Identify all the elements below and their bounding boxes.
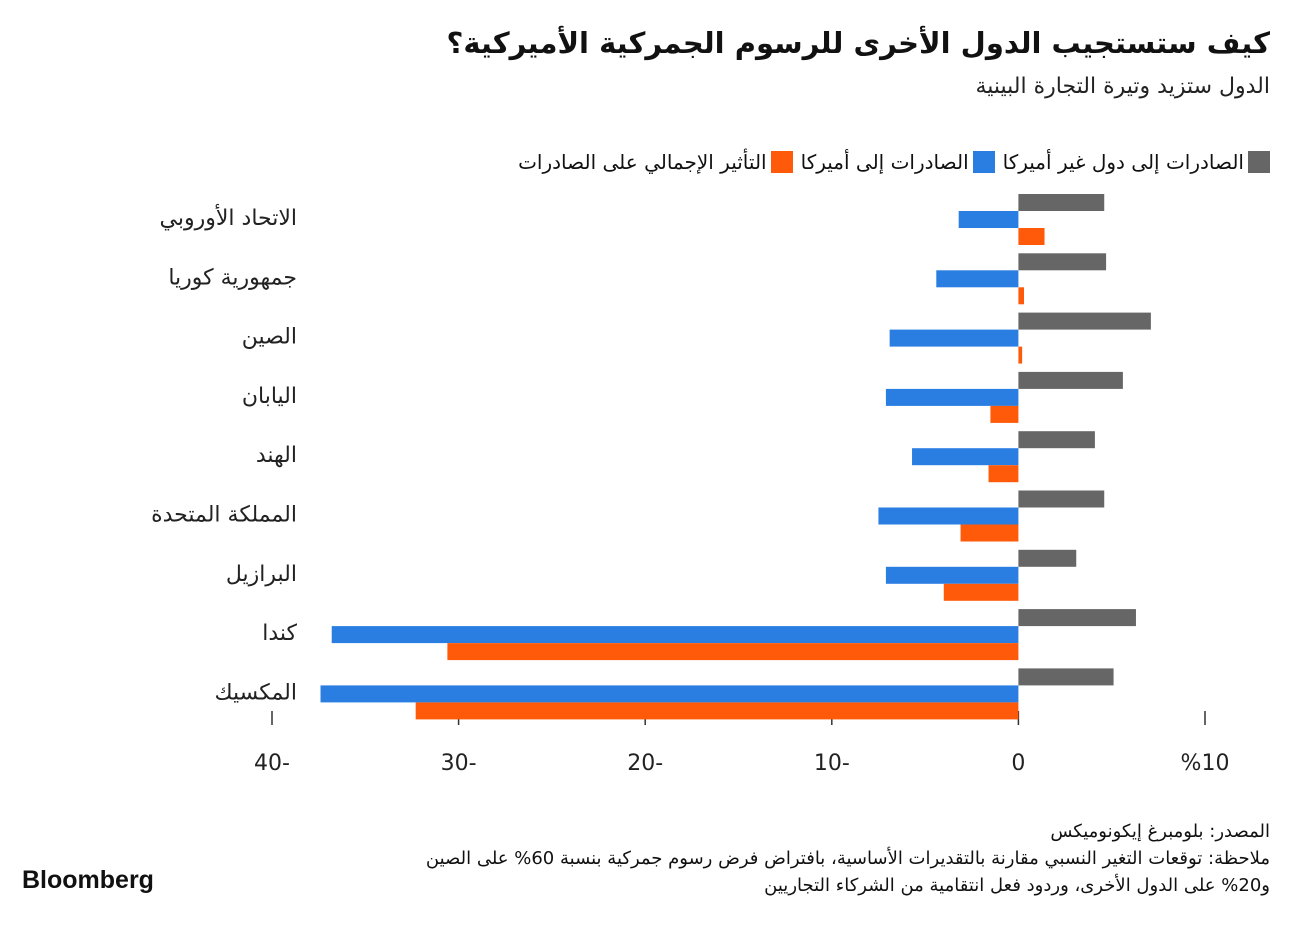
legend-label: الصادرات إلى دول غير أميركا <box>1002 150 1244 174</box>
category-label: اليابان <box>242 384 297 409</box>
bar <box>990 405 1019 423</box>
x-tick-label: 0 <box>1011 751 1025 776</box>
category-label: المملكة المتحدة <box>151 503 297 528</box>
category-label: البرازيل <box>226 562 297 587</box>
bar <box>1018 609 1136 627</box>
bar <box>1018 228 1045 245</box>
bar <box>936 270 1019 288</box>
category-label: المكسيك <box>215 680 298 705</box>
bar <box>1018 253 1107 271</box>
bar <box>912 448 1019 466</box>
legend-item: التأثير الإجمالي على الصادرات <box>518 150 793 174</box>
bar <box>1018 668 1114 686</box>
legend-swatch <box>972 151 995 173</box>
x-tick-label: 30- <box>441 751 477 776</box>
category-label: كندا <box>262 621 297 646</box>
legend-item: الصادرات إلى دول غير أميركا <box>1003 150 1270 174</box>
bar <box>1018 549 1077 567</box>
bar <box>1018 346 1023 364</box>
legend-label: التأثير الإجمالي على الصادرات <box>518 150 767 174</box>
bar <box>943 583 1019 601</box>
category-label: جمهورية كوريا <box>168 265 297 290</box>
note-line: ملاحظة: توقعات التغير النسبي مقارنة بالت… <box>425 848 1270 869</box>
bar <box>1018 312 1151 330</box>
bar <box>1018 287 1024 305</box>
bar <box>889 329 1019 347</box>
legend-swatch <box>770 151 793 173</box>
bar <box>1018 490 1105 508</box>
category-label: الاتحاد الأوروبي <box>160 204 297 231</box>
note-line: و20% على الدول الأخرى، وردود فعل انتقامي… <box>764 875 1270 896</box>
chart-subtitle: الدول ستزيد وتيرة التجارة البينية <box>975 74 1270 99</box>
bar <box>958 211 1019 228</box>
legend-label: الصادرات إلى أميركا <box>800 150 969 174</box>
bar <box>885 388 1019 406</box>
bar <box>1018 431 1095 449</box>
bar <box>320 685 1019 703</box>
bar <box>885 566 1019 584</box>
bar <box>1018 371 1123 389</box>
x-tick-label: %10 <box>1181 751 1230 776</box>
x-tick-label: 20- <box>627 751 663 776</box>
bar <box>878 507 1019 525</box>
category-label: الصين <box>242 325 297 350</box>
bar <box>415 702 1019 720</box>
legend: الصادرات إلى دول غير أميركا الصادرات إلى … <box>518 150 1270 174</box>
notes: المصدر: بلومبرغ إيكونوميكس ملاحظة: توقعا… <box>426 818 1270 899</box>
x-tick-label: 40- <box>254 751 290 776</box>
bar <box>331 626 1019 644</box>
logo: Bloomberg <box>22 866 154 894</box>
legend-swatch <box>1248 151 1270 173</box>
x-tick-label: 10- <box>814 751 850 776</box>
bar <box>447 643 1019 661</box>
category-label: الهند <box>256 443 297 468</box>
bar <box>1018 194 1105 211</box>
bar <box>988 465 1019 483</box>
source: المصدر: بلومبرغ إيكونوميكس <box>1050 821 1270 842</box>
bar <box>960 524 1019 542</box>
chart-title: كيف ستستجيب الدول الأخرى للرسوم الجمركية… <box>446 26 1270 60</box>
legend-item: الصادرات إلى أميركا <box>801 150 995 174</box>
